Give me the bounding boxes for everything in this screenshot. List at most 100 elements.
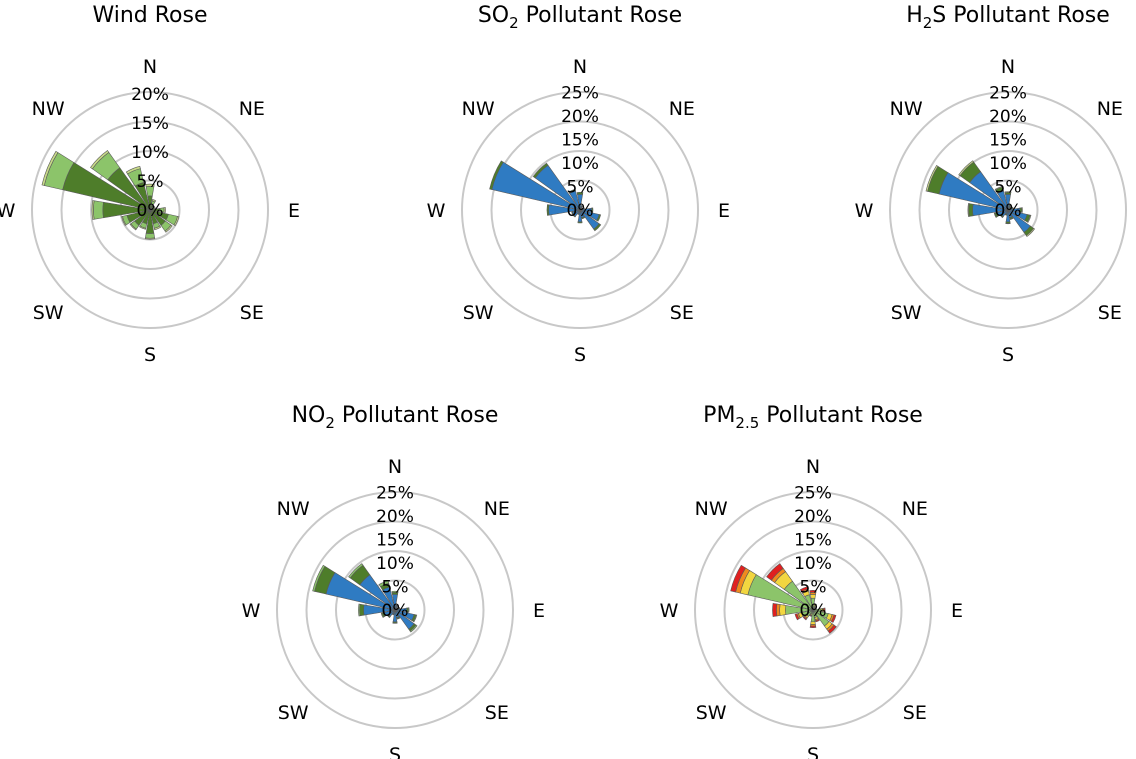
bar-w-series-2 — [359, 603, 365, 617]
tick-label: 0% — [382, 601, 409, 621]
bar-wnw-series-2 — [489, 160, 504, 190]
bar-sse-series-2 — [581, 216, 586, 220]
chart-title-main: H — [906, 3, 923, 28]
chart-title-main: NO — [292, 403, 326, 428]
tick-label: 5% — [995, 178, 1022, 198]
compass-label-s: S — [807, 744, 819, 759]
chart-title: SO2 Pollutant Rose — [478, 3, 682, 32]
compass-label-w: W — [242, 600, 261, 622]
tick-label: 20% — [989, 107, 1027, 127]
tick-label: 5% — [382, 578, 409, 598]
grid-ring-3 — [305, 520, 485, 700]
bar-wnw-series-3 — [925, 165, 939, 192]
bar-sw-series-3 — [129, 223, 137, 231]
grid-ring-4 — [694, 491, 932, 729]
bar-w-series-3 — [358, 603, 361, 617]
bar-n-series-3 — [145, 183, 155, 188]
tick-label: 20% — [794, 507, 832, 527]
compass-label-se: SE — [903, 702, 927, 724]
tick-label: 0% — [137, 201, 164, 221]
chart-title-subscript: 2 — [325, 414, 335, 432]
tick-label: 0% — [567, 201, 594, 221]
bar-nw-series-3 — [958, 160, 975, 177]
bar-wsw-series-3 — [380, 612, 385, 618]
compass-label-se: SE — [485, 702, 509, 724]
rose-panel-3: H2S Pollutant Rose0%5%10%15%20%25%NNEESE… — [855, 3, 1127, 366]
bar-wsw-series-2 — [571, 211, 574, 215]
tick-label: 15% — [989, 131, 1027, 151]
bar-ene-series-3 — [398, 606, 401, 610]
tick-label: 20% — [131, 85, 169, 105]
compass-label-s: S — [574, 344, 586, 366]
bar-wnw-series-3 — [312, 564, 326, 592]
bar-ssw-series-3 — [1004, 213, 1008, 216]
tick-label: 10% — [794, 554, 832, 574]
bar-nnw-series-4 — [799, 586, 809, 593]
compass-label-e: E — [951, 600, 963, 622]
chart-title-tail: Pollutant Rose — [759, 403, 923, 428]
compass-label-e: E — [533, 600, 545, 622]
compass-label-n: N — [388, 456, 402, 478]
tick-label: 5% — [137, 172, 164, 192]
grid-ring-2 — [90, 150, 210, 270]
bar-n-series-3 — [1004, 191, 1012, 193]
chart-title: H2S Pollutant Rose — [906, 3, 1110, 32]
compass-label-ne: NE — [1097, 98, 1123, 120]
bar-ssw-series-4 — [809, 614, 813, 617]
bar-nne-series-3 — [1008, 204, 1012, 207]
chart-title-tail: Pollutant Rose — [335, 403, 499, 428]
grid-ring-2 — [753, 550, 873, 670]
bar-nnw-series-3 — [125, 165, 141, 175]
chart-title: PM2.5 Pollutant Rose — [703, 403, 923, 432]
bar-wnw-series-4 — [730, 564, 746, 593]
chart-title-main: Wind Rose — [92, 3, 207, 28]
grid-ring-3 — [490, 120, 670, 300]
compass-label-n: N — [806, 456, 820, 478]
compass-label-nw: NW — [462, 98, 495, 120]
compass-label-se: SE — [1098, 302, 1122, 324]
bar-w-series-2 — [968, 203, 974, 217]
compass-label-w: W — [0, 200, 16, 222]
bar-nne-series-3 — [395, 604, 399, 607]
tick-label: 10% — [131, 143, 169, 163]
chart-title-subscript: 2.5 — [735, 414, 759, 432]
compass-label-nw: NW — [890, 98, 923, 120]
compass-label-s: S — [389, 744, 401, 759]
chart-title-subscript: 2 — [923, 14, 933, 32]
grid-ring-3 — [723, 520, 903, 700]
bar-wsw-series-4 — [794, 613, 800, 621]
tick-label: 5% — [800, 578, 827, 598]
bar-w-series-4 — [772, 603, 778, 617]
grid-ring-4 — [889, 91, 1127, 329]
compass-label-s: S — [1002, 344, 1014, 366]
tick-label: 25% — [794, 484, 832, 504]
tick-label: 10% — [561, 154, 599, 174]
bar-e-series-4 — [823, 607, 826, 613]
bar-sse-series-4 — [815, 618, 820, 623]
bar-e-series-3 — [1021, 207, 1023, 213]
grid-ring-2 — [520, 150, 640, 270]
tick-label: 10% — [376, 554, 414, 574]
bar-nw-series-3 — [348, 563, 364, 579]
tick-label: 10% — [989, 154, 1027, 174]
grid-ring-4 — [276, 491, 514, 729]
bar-sw-series-3 — [999, 214, 1004, 219]
compass-label-w: W — [855, 200, 874, 222]
tick-label: 20% — [376, 507, 414, 527]
bar-nnw-series-2 — [568, 188, 576, 194]
compass-label-sw: SW — [278, 702, 309, 724]
compass-label-n: N — [573, 56, 587, 78]
grid-ring-4 — [461, 91, 699, 329]
chart-title-main: PM — [703, 403, 735, 428]
tick-label: 15% — [794, 531, 832, 551]
rose-panel-4: NO2 Pollutant Rose 0% 5% 10% 15% 20% 25% N NE E SE… — [242, 403, 545, 759]
bar-n-series-4 — [809, 590, 817, 593]
compass-label-nw: NW — [695, 498, 728, 520]
bar-ssw-series-3 — [139, 225, 147, 230]
bar-s-series-2 — [810, 621, 816, 625]
bar-sse-series-3 — [396, 617, 401, 620]
grid-ring-3 — [918, 120, 1098, 300]
bar-nne-series-4 — [813, 603, 817, 606]
rose-panel-1: Wind Rose 0% 5% 10% 15% 20% N NE E SE S SW W NW — [0, 3, 300, 366]
tick-label: 5% — [567, 178, 594, 198]
